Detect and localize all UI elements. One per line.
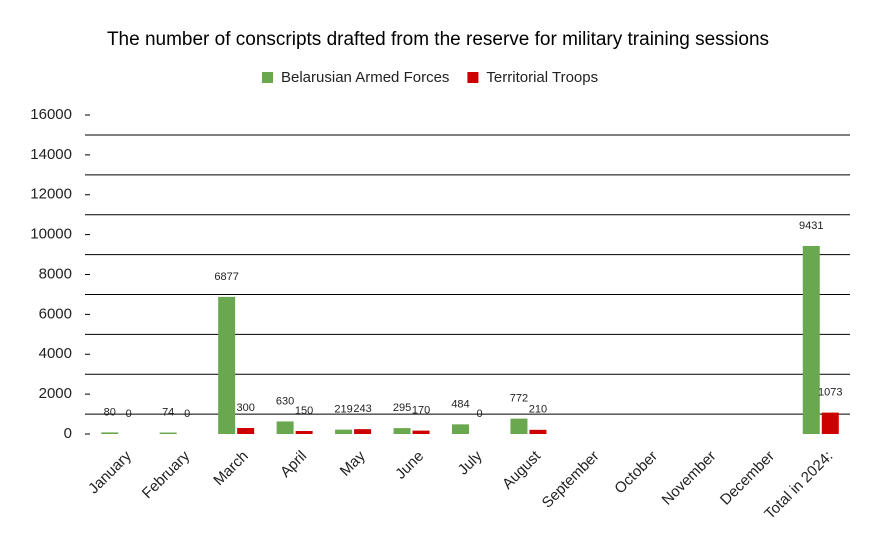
bar (335, 429, 353, 434)
value-label: 150 (295, 405, 313, 417)
y-tick-label: 4000 (39, 345, 72, 362)
bar (354, 429, 372, 434)
bar (237, 428, 255, 434)
y-tick-label: 8000 (39, 265, 72, 282)
value-label: 300 (236, 402, 254, 414)
value-label: 1073 (818, 387, 842, 399)
y-tick-label: 2000 (39, 385, 72, 402)
bar (802, 245, 820, 434)
y-tick-label: 6000 (39, 305, 72, 322)
value-label: 6877 (214, 271, 238, 283)
value-label: 0 (476, 408, 482, 420)
value-label: 0 (126, 408, 132, 420)
chart-title: The number of conscripts drafted from th… (107, 29, 769, 50)
value-label: 243 (353, 403, 371, 415)
y-tick-label: 12000 (30, 186, 72, 203)
value-label: 484 (451, 398, 469, 410)
value-label: 80 (104, 406, 116, 418)
legend-label: Territorial Troops (486, 69, 598, 86)
y-tick-label: 14000 (30, 146, 72, 163)
value-label: 74 (162, 406, 174, 418)
value-label: 0 (184, 408, 190, 420)
bar (295, 431, 313, 434)
bar (101, 432, 119, 434)
value-label: 9431 (799, 220, 823, 232)
value-label: 170 (412, 405, 430, 417)
bar (393, 428, 411, 434)
legend-swatch (262, 72, 273, 83)
value-label: 295 (393, 402, 411, 414)
bar (821, 412, 839, 434)
legend-swatch (467, 72, 479, 83)
y-tick-label: 16000 (30, 106, 72, 123)
value-label: 772 (510, 393, 528, 405)
bar (276, 421, 294, 434)
bar (529, 429, 547, 434)
bar (218, 296, 236, 434)
value-label: 630 (276, 395, 294, 407)
y-tick-label: 10000 (30, 226, 72, 243)
bar (510, 418, 528, 434)
bar (412, 430, 430, 434)
bar (159, 432, 177, 434)
legend-label: Belarusian Armed Forces (281, 69, 449, 86)
value-label: 210 (529, 404, 547, 416)
value-label: 219 (334, 404, 352, 416)
y-tick-label: 0 (64, 425, 72, 442)
bar (452, 424, 469, 434)
